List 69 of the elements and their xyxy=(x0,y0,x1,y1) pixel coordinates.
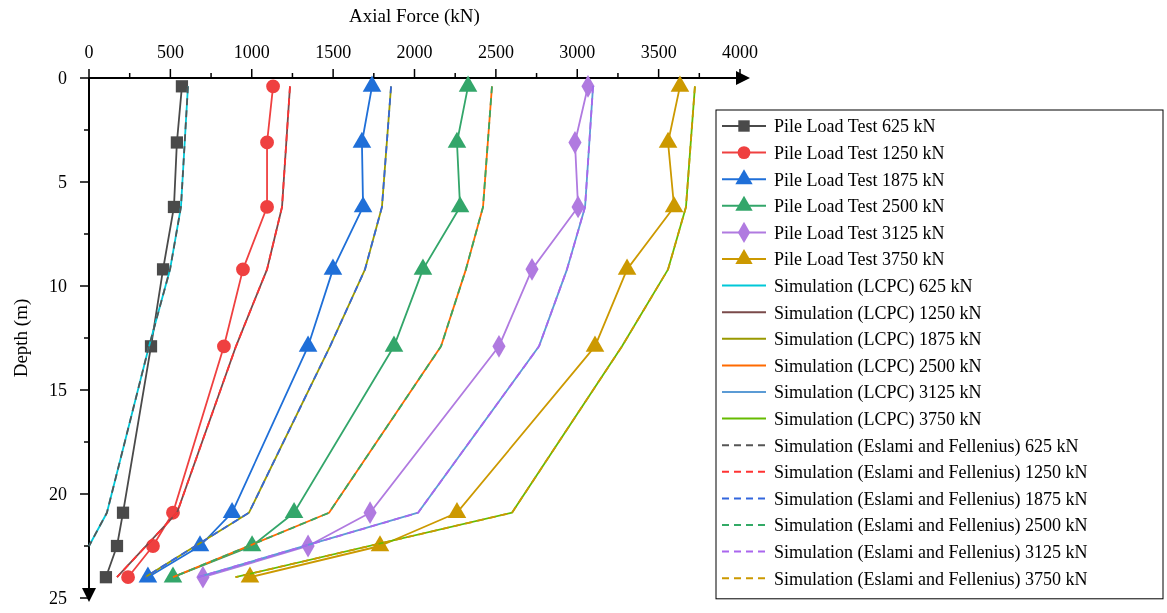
point xyxy=(260,135,274,150)
x-tick-label: 2000 xyxy=(396,42,433,62)
point xyxy=(163,566,183,583)
x-tick-label: 4000 xyxy=(722,42,758,62)
legend-label: Simulation (Eslami and Fellenius) 1875 kN xyxy=(774,488,1088,510)
y-tick-label: 15 xyxy=(49,380,67,401)
point xyxy=(447,131,467,148)
point xyxy=(260,200,274,214)
point xyxy=(266,79,280,94)
legend-label: Pile Load Test 1875 kN xyxy=(774,169,945,190)
point xyxy=(362,75,382,92)
point xyxy=(110,539,124,553)
point xyxy=(353,196,373,213)
legend-label: Pile Load Test 2500 kN xyxy=(774,196,945,217)
point xyxy=(384,335,404,352)
legend-label: Simulation (LCPC) 3125 kN xyxy=(774,382,982,404)
x-tick-label: 1000 xyxy=(233,42,270,62)
legend-label: Pile Load Test 3750 kN xyxy=(774,249,945,270)
legend-label: Simulation (LCPC) 2500 kN xyxy=(774,355,982,377)
point xyxy=(670,75,690,92)
legend-label: Pile Load Test 625 kN xyxy=(774,116,936,137)
x-axis-title: Axial Force (kN) xyxy=(349,5,480,27)
point xyxy=(99,571,113,584)
y-axis-title: Depth (m) xyxy=(10,298,32,378)
point xyxy=(323,258,343,275)
point xyxy=(217,339,231,354)
legend-label: Simulation (Eslami and Fellenius) 3750 kN xyxy=(774,568,1088,590)
point xyxy=(664,196,684,213)
point xyxy=(121,570,135,585)
legend-label: Simulation (LCPC) 625 kN xyxy=(774,275,973,297)
x-tick-label: 2500 xyxy=(477,42,514,62)
legend-label: Simulation (LCPC) 1875 kN xyxy=(774,329,982,351)
point xyxy=(236,262,250,277)
x-tick-label: 3500 xyxy=(640,42,677,62)
legend-label: Simulation (Eslami and Fellenius) 2500 kN xyxy=(774,515,1088,537)
point xyxy=(585,335,605,352)
y-tick-label: 20 xyxy=(49,484,67,505)
point xyxy=(156,263,170,276)
point xyxy=(138,566,158,583)
y-tick-label: 5 xyxy=(58,172,67,193)
x-tick-label: 0 xyxy=(84,42,94,62)
legend-label: Simulation (Eslami and Fellenius) 3125 kN xyxy=(774,541,1088,563)
legend-label: Pile Load Test 1250 kN xyxy=(774,142,945,163)
point xyxy=(170,136,184,149)
point xyxy=(458,75,478,92)
point xyxy=(447,501,467,519)
point xyxy=(284,501,304,519)
point xyxy=(116,506,130,519)
point xyxy=(450,196,470,213)
point xyxy=(617,258,637,275)
point xyxy=(658,131,678,148)
y-tick-label: 25 xyxy=(49,588,67,609)
legend-label: Simulation (LCPC) 3750 kN xyxy=(774,408,982,430)
point xyxy=(175,80,189,93)
point xyxy=(240,566,260,583)
point xyxy=(222,501,242,519)
point xyxy=(413,258,433,275)
legend-label: Simulation (LCPC) 1250 kN xyxy=(774,302,982,324)
point xyxy=(298,335,318,352)
x-tick-label: 3000 xyxy=(559,42,596,62)
point xyxy=(167,200,181,214)
x-tick-label: 1500 xyxy=(315,42,352,62)
y-tick-label: 0 xyxy=(58,68,67,89)
y-tick-label: 10 xyxy=(49,276,67,297)
point xyxy=(352,131,372,148)
legend-label: Pile Load Test 3125 kN xyxy=(774,222,945,243)
legend-label: Simulation (Eslami and Fellenius) 625 kN xyxy=(774,435,1079,457)
legend-label: Simulation (Eslami and Fellenius) 1250 kN xyxy=(774,462,1088,484)
x-tick-label: 500 xyxy=(156,42,184,62)
